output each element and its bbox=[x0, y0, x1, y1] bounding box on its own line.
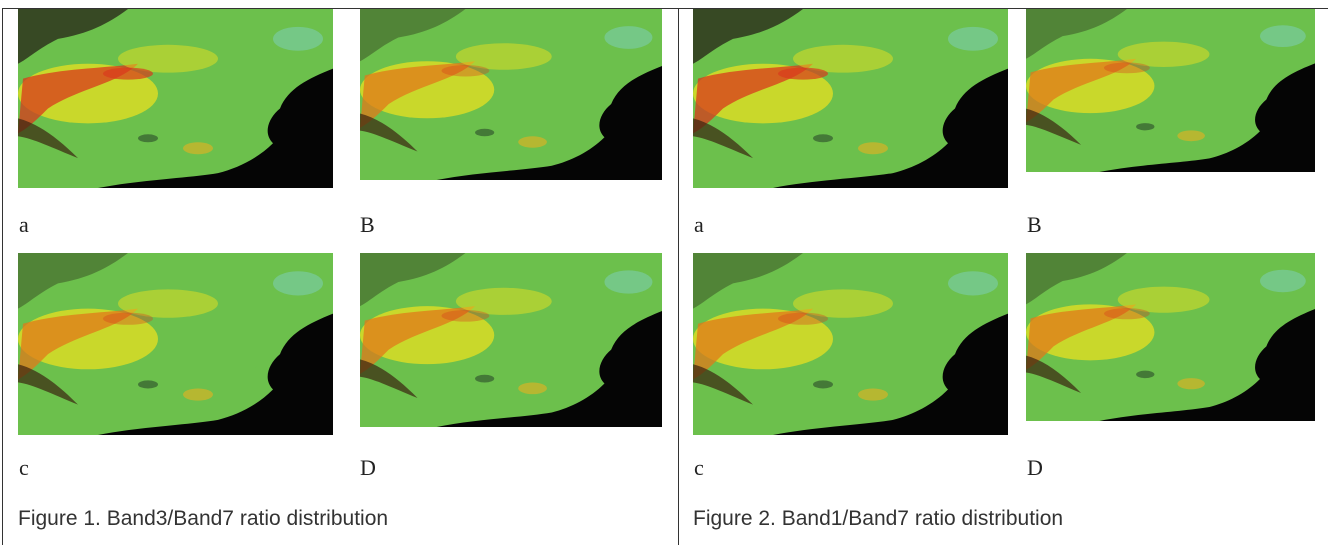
panel-label: a bbox=[694, 212, 704, 237]
map-graphic bbox=[18, 253, 333, 435]
map-graphic bbox=[360, 253, 662, 427]
panel-label: D bbox=[1027, 455, 1043, 480]
border-top bbox=[2, 8, 1328, 9]
panel-label: c bbox=[694, 455, 704, 480]
map-image bbox=[1026, 9, 1315, 172]
map-graphic bbox=[18, 9, 333, 188]
panel-label: B bbox=[1027, 212, 1042, 237]
map-image bbox=[693, 9, 1008, 188]
panel-label: a bbox=[19, 212, 29, 237]
map-graphic bbox=[693, 253, 1008, 435]
panel-label: B bbox=[360, 212, 375, 237]
map-image bbox=[18, 253, 333, 435]
map-image bbox=[360, 253, 662, 427]
divider bbox=[678, 8, 679, 545]
figure-caption: Figure 2. Band1/Band7 ratio distribution bbox=[693, 507, 1064, 530]
map-graphic bbox=[1026, 253, 1315, 421]
figure-caption: Figure 1. Band3/Band7 ratio distribution bbox=[18, 507, 389, 530]
panel-label: D bbox=[360, 455, 376, 480]
border-left bbox=[2, 8, 3, 545]
map-graphic bbox=[1026, 9, 1315, 172]
map-image bbox=[693, 253, 1008, 435]
map-image bbox=[1026, 253, 1315, 421]
panel-label: c bbox=[19, 455, 29, 480]
map-graphic bbox=[360, 9, 662, 180]
map-image bbox=[18, 9, 333, 188]
map-graphic bbox=[693, 9, 1008, 188]
map-image bbox=[360, 9, 662, 180]
